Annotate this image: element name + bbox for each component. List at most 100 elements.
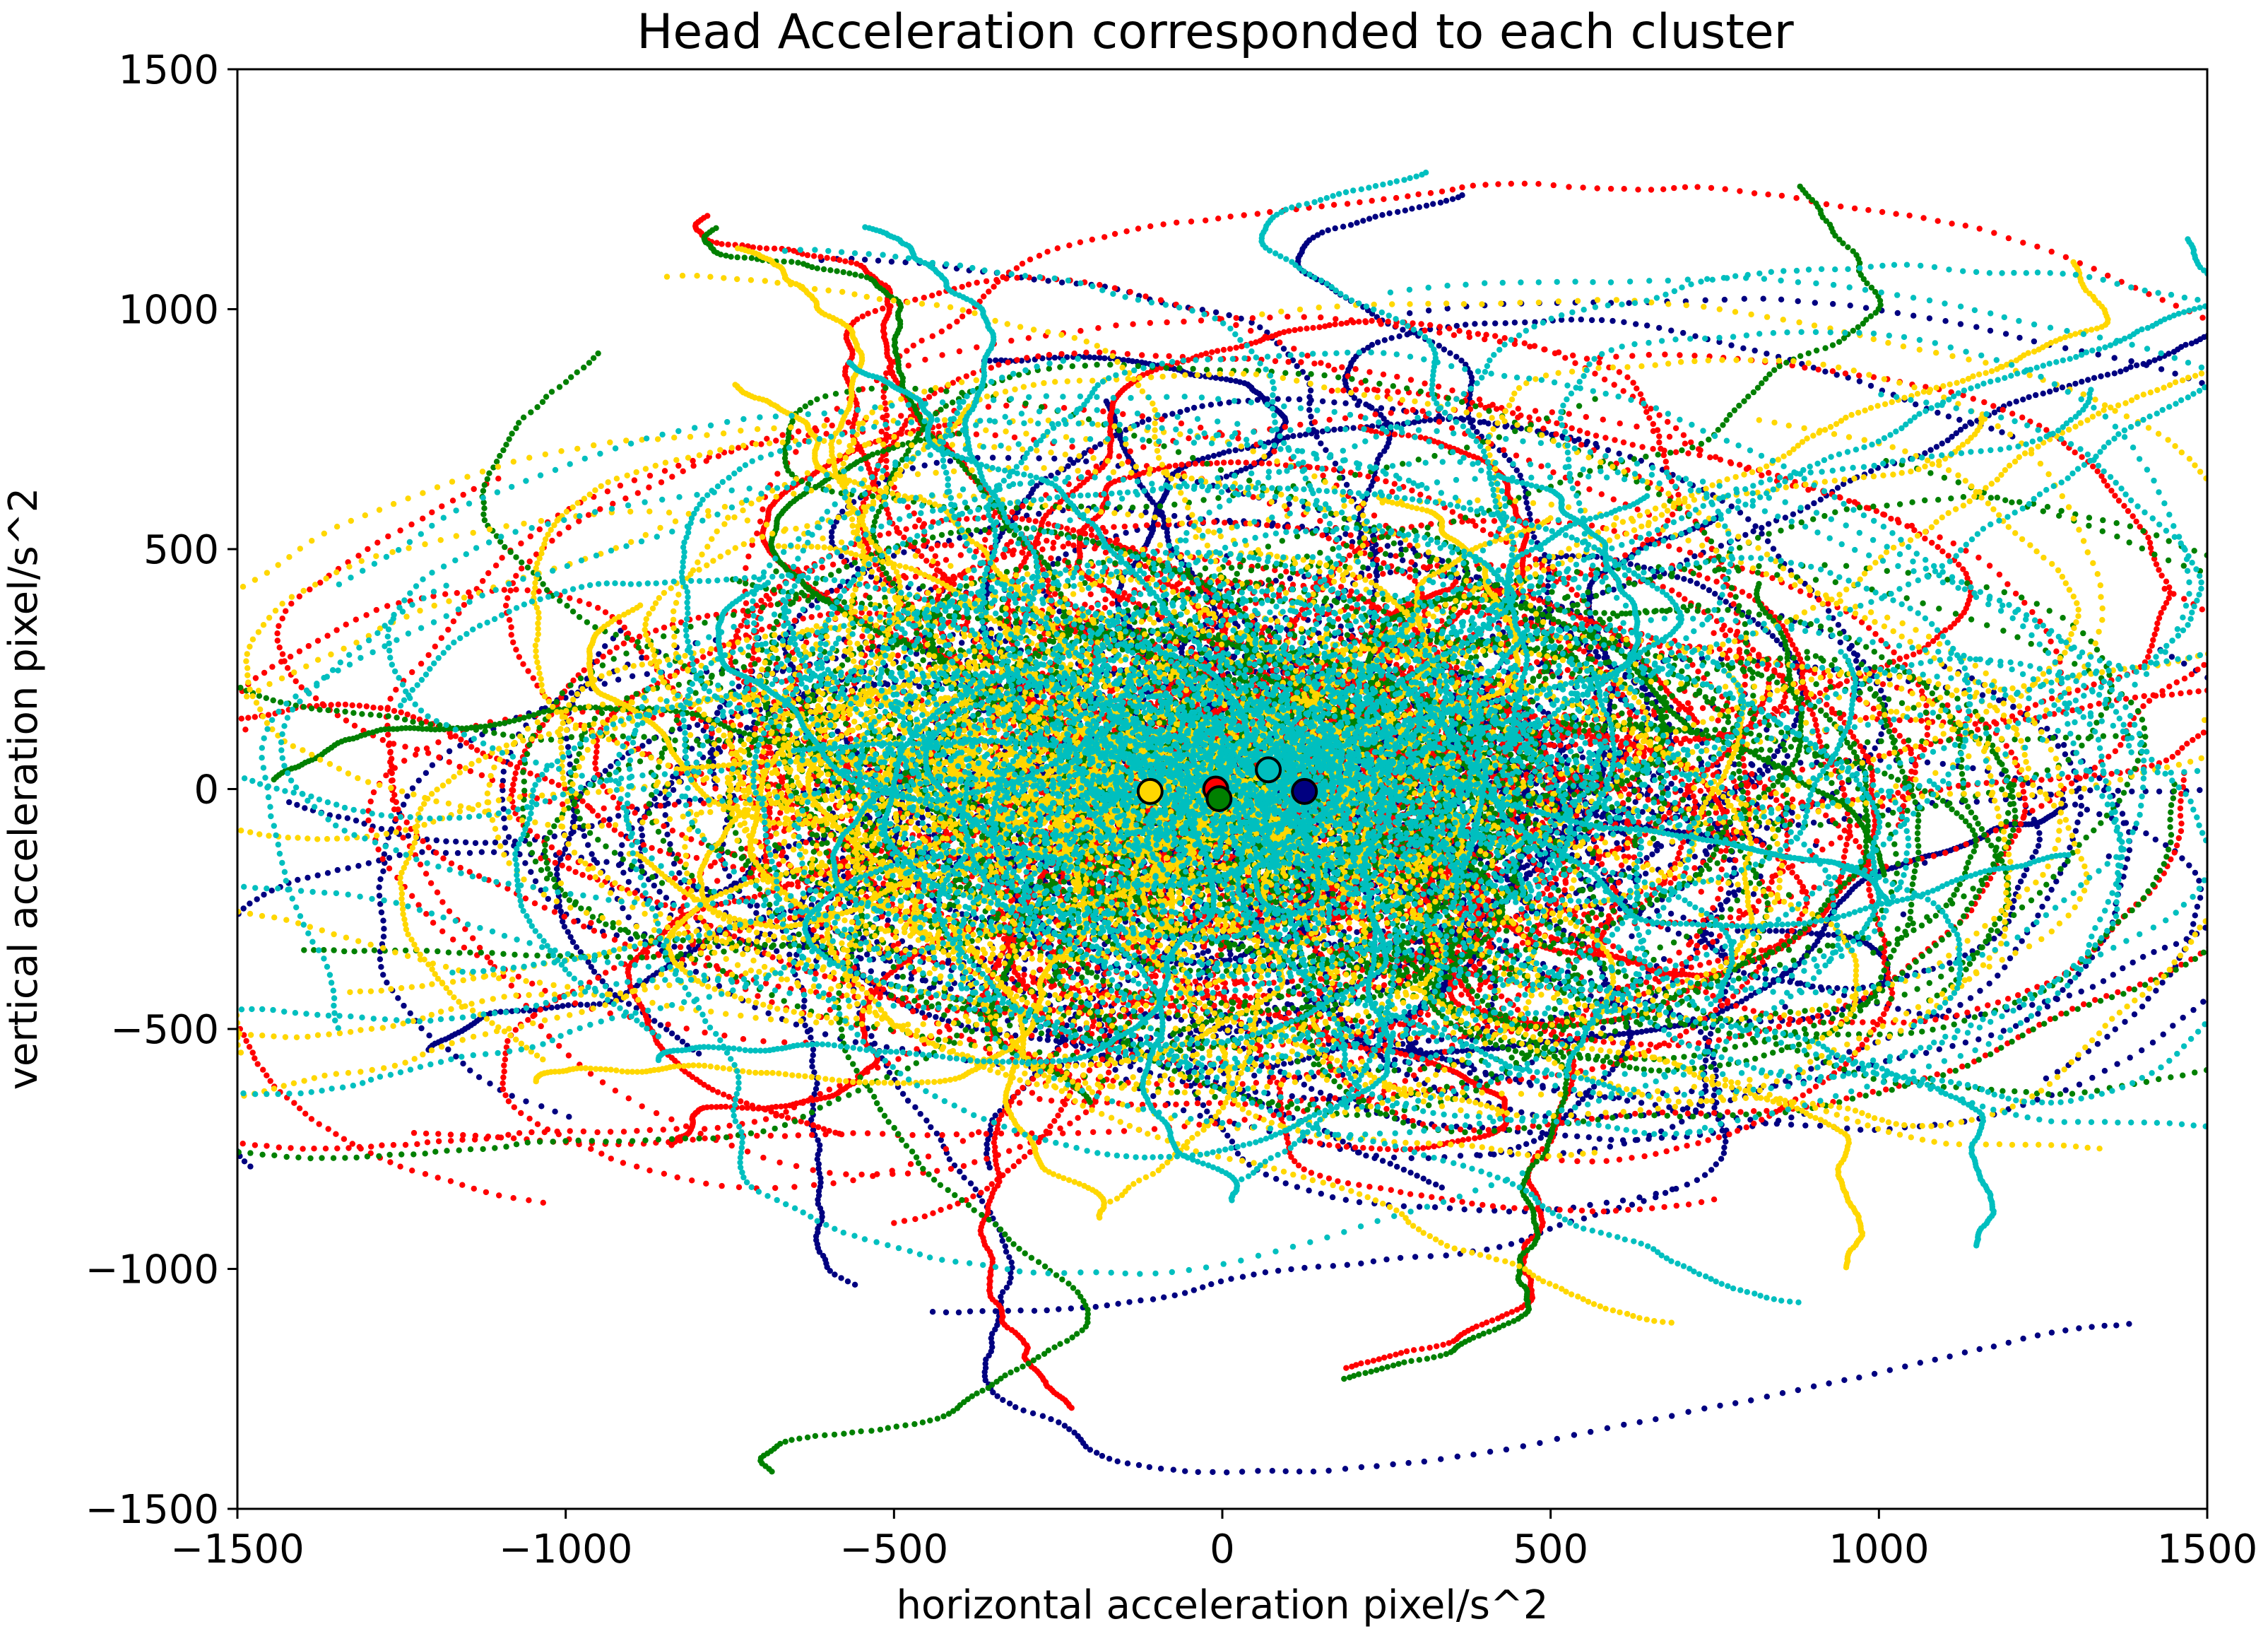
data-point: [2145, 996, 2151, 1001]
data-point: [2072, 801, 2078, 807]
data-point: [1412, 1254, 1418, 1259]
data-point: [1224, 1133, 1230, 1139]
data-point: [1009, 1259, 1015, 1265]
data-point: [1488, 1151, 1494, 1157]
data-point: [1433, 1182, 1439, 1187]
data-point: [502, 825, 508, 830]
data-point: [467, 1068, 473, 1074]
data-point: [1223, 377, 1229, 382]
data-point: [376, 884, 382, 890]
data-point: [401, 1003, 406, 1008]
data-point: [864, 951, 870, 957]
data-point: [567, 761, 573, 767]
data-point: [2139, 1047, 2144, 1053]
data-point: [627, 936, 633, 942]
data-point: [1233, 447, 1239, 453]
data-point: [1036, 1036, 1042, 1042]
data-point: [1788, 1122, 1794, 1127]
data-point: [430, 763, 435, 768]
data-point: [1670, 1124, 1675, 1129]
data-point: [1767, 928, 1773, 934]
data-point: [1649, 852, 1655, 857]
data-point: [1158, 1466, 1164, 1471]
data-point: [581, 833, 587, 839]
data-point: [1808, 1066, 1814, 1071]
data-point: [620, 905, 625, 911]
data-point: [1822, 369, 1828, 375]
data-point: [1044, 1307, 1050, 1313]
data-point: [809, 1064, 815, 1069]
data-point: [832, 1271, 837, 1277]
data-point: [1030, 1411, 1036, 1416]
data-point: [1779, 928, 1785, 934]
data-point: [1748, 1397, 1754, 1403]
data-point: [1620, 1198, 1626, 1204]
data-point: [868, 968, 874, 974]
data-point: [1527, 1129, 1532, 1135]
data-point: [395, 995, 401, 1001]
data-point: [1662, 1190, 1668, 1196]
data-point: [1679, 1119, 1684, 1124]
data-point: [956, 1310, 962, 1315]
data-point: [1940, 761, 1946, 767]
data-point: [404, 794, 410, 799]
data-point: [2063, 1087, 2069, 1093]
data-point: [1063, 551, 1068, 557]
data-point: [2036, 830, 2042, 836]
data-point: [1586, 1134, 1592, 1140]
data-point: [1270, 1468, 1275, 1474]
data-point: [1520, 1443, 1526, 1449]
data-point: [1621, 1422, 1626, 1428]
data-point: [1012, 1404, 1018, 1410]
data-point: [1040, 1413, 1046, 1419]
data-point: [1872, 746, 1878, 751]
data-point: [693, 969, 699, 975]
data-point: [2015, 885, 2021, 890]
data-point: [802, 1023, 808, 1028]
data-point: [1087, 1447, 1093, 1452]
data-point: [1956, 417, 1962, 423]
data-point: [2001, 1028, 2007, 1033]
data-point: [2079, 803, 2084, 808]
data-point: [1947, 1353, 1952, 1359]
data-point: [644, 671, 650, 677]
data-point: [928, 1124, 933, 1130]
data-point: [1462, 1206, 1467, 1212]
data-point: [2095, 1041, 2101, 1047]
data-point: [1698, 1029, 1703, 1035]
data-point: [1439, 1184, 1445, 1190]
data-point: [1608, 1137, 1614, 1143]
data-point: [1115, 1301, 1121, 1307]
data-point: [1417, 1204, 1422, 1209]
data-point: [1995, 972, 2000, 978]
data-point: [1331, 427, 1337, 433]
data-point: [1104, 1302, 1110, 1308]
data-point: [753, 910, 759, 916]
chart-title: Head Acceleration corresponded to each c…: [637, 4, 1793, 60]
data-point: [2102, 1068, 2108, 1074]
data-point: [1000, 1238, 1005, 1244]
data-point: [2044, 726, 2050, 731]
data-point: [2062, 1327, 2068, 1333]
data-point: [596, 1001, 602, 1007]
data-point: [1692, 334, 1698, 339]
data-point: [1123, 530, 1128, 536]
data-point: [1297, 433, 1303, 438]
data-point: [1963, 1040, 1968, 1045]
data-point: [1656, 325, 1662, 331]
data-point: [2055, 1069, 2060, 1075]
data-point: [380, 918, 386, 924]
data-point: [506, 834, 512, 840]
data-point: [1610, 318, 1615, 324]
data-point: [1200, 1284, 1205, 1290]
data-point: [1588, 1429, 1593, 1435]
data-point: [2161, 1032, 2166, 1037]
data-point: [2061, 742, 2067, 748]
data-point: [380, 972, 386, 977]
data-point: [447, 748, 452, 754]
data-point: [1723, 1139, 1728, 1144]
data-point: [380, 869, 386, 874]
data-point: [1661, 956, 1667, 962]
data-point: [1872, 1371, 1877, 1377]
